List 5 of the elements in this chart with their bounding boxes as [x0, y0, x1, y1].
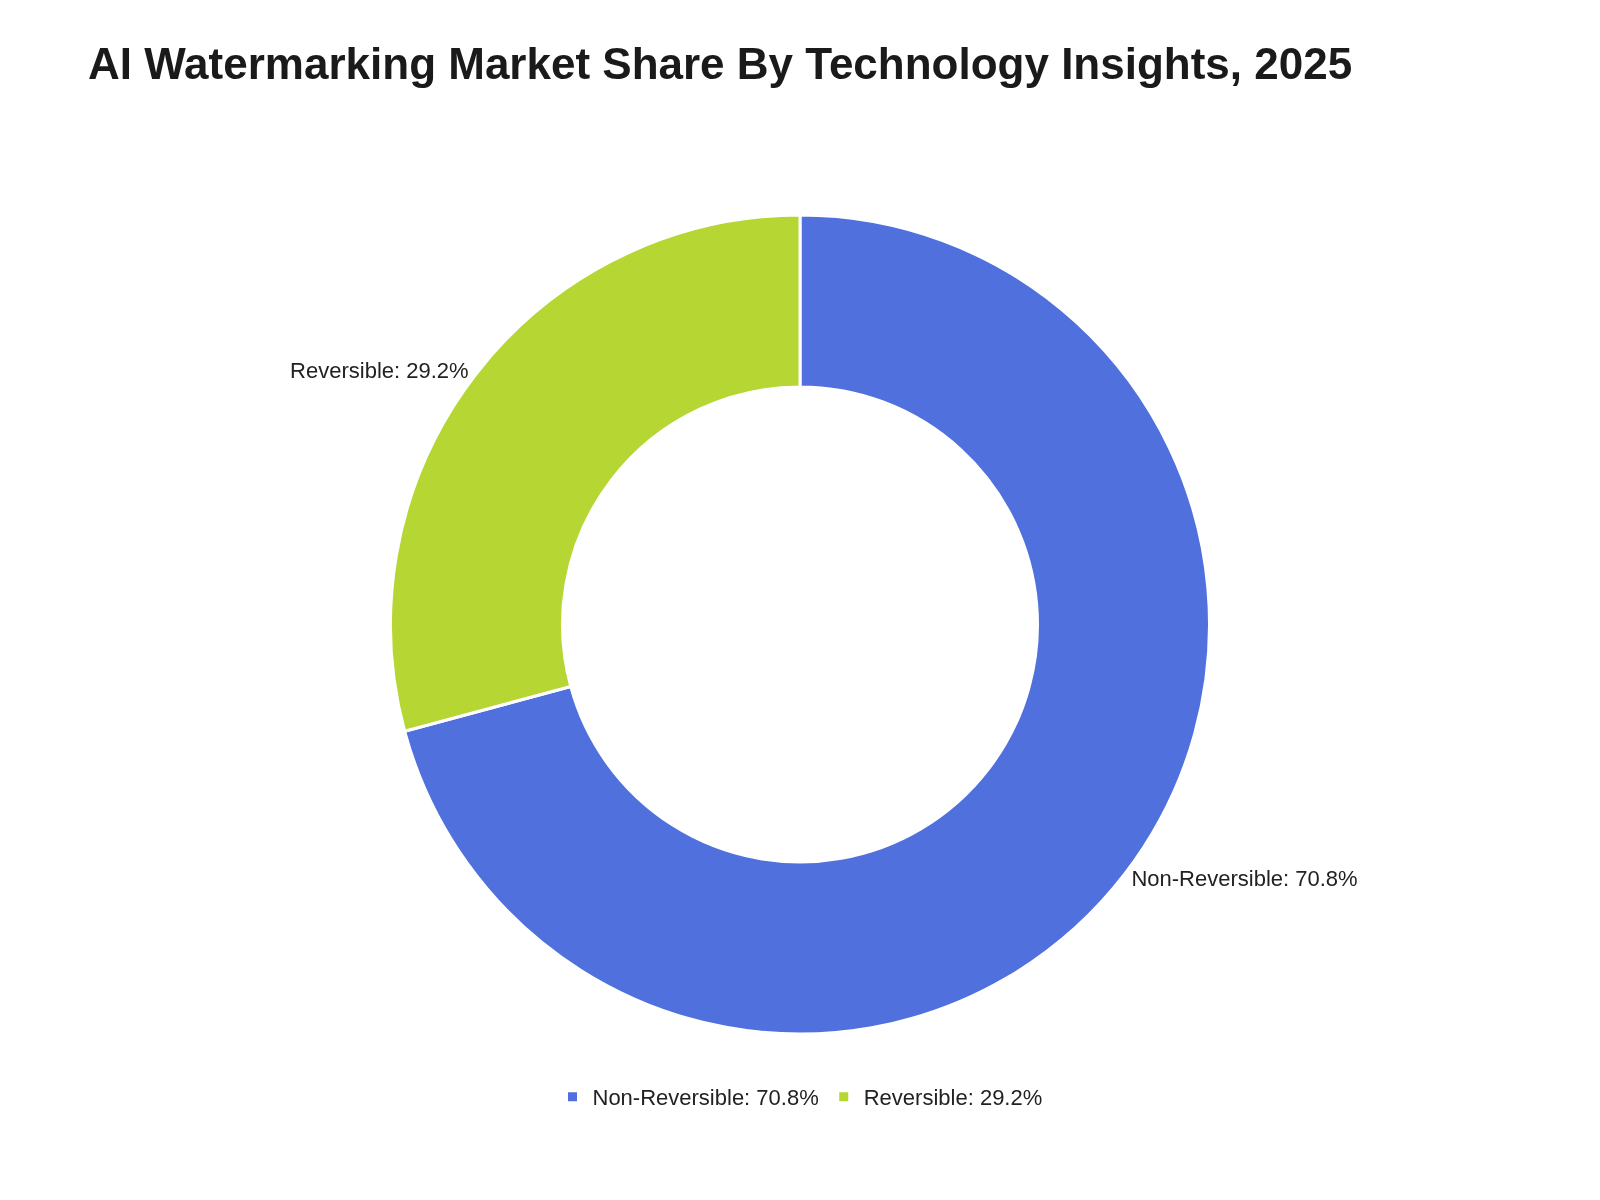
legend-label: Non-Reversible: 70.8% [592, 1085, 819, 1111]
chart-title: AI Watermarking Market Share By Technology Insights, 2025 [88, 38, 1353, 88]
legend-label: Reversible: 29.2% [863, 1085, 1043, 1111]
slice-label: Reversible: 29.2% [290, 358, 469, 384]
slice-label: Non-Reversible: 70.8% [1131, 865, 1358, 891]
